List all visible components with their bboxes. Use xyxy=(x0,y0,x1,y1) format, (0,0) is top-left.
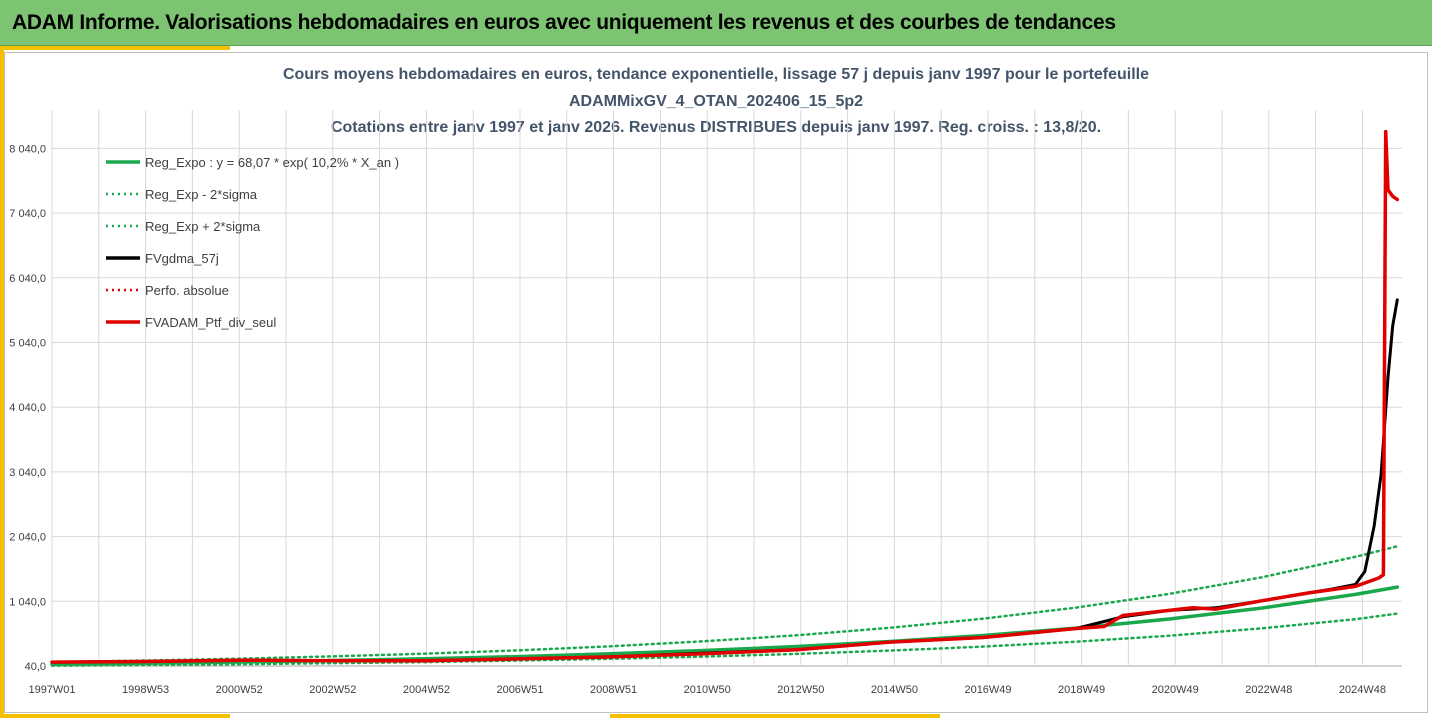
series-line-2 xyxy=(50,545,1399,664)
accent-bar-bottom-left xyxy=(0,714,230,718)
banner-title: ADAM Informe. Valorisations hebdomadaire… xyxy=(12,11,1116,34)
y-tick-label: 1 040,0 xyxy=(9,596,46,608)
x-tick-label: 2024W48 xyxy=(1339,684,1386,696)
y-tick-label: 7 040,0 xyxy=(9,208,46,220)
x-tick-label: 2016W49 xyxy=(964,684,1011,696)
x-tick-label: 2022W48 xyxy=(1245,684,1292,696)
x-tick-label: 2012W50 xyxy=(777,684,824,696)
y-tick-label: 2 040,0 xyxy=(9,532,46,544)
x-tick-label: 2010W50 xyxy=(684,684,731,696)
legend-label-4: Perfo. absolue xyxy=(145,283,229,298)
chart-frame xyxy=(4,52,1428,713)
legend-label-3: FVgdma_57j xyxy=(145,251,219,266)
legend-label-5: FVADAM_Ptf_div_seul xyxy=(145,315,276,330)
series-line-4 xyxy=(50,130,1399,664)
legend-label-0: Reg_Expo : y = 68,07 * exp( 10,2% * X_an… xyxy=(145,155,399,170)
chart-title-line-3: Cotations entre janv 1997 et janv 2026. … xyxy=(330,119,1102,136)
x-tick-label: 2004W52 xyxy=(403,684,450,696)
y-tick-label: 6 040,0 xyxy=(9,273,46,285)
series-line-5 xyxy=(50,129,1400,664)
accent-bar-left xyxy=(0,46,4,718)
x-tick-label: 2006W51 xyxy=(496,684,543,696)
y-tick-label: 4 040,0 xyxy=(9,402,46,414)
x-tick-label: 1998W53 xyxy=(122,684,169,696)
x-tick-label: 2000W52 xyxy=(216,684,263,696)
x-tick-label: 2008W51 xyxy=(590,684,637,696)
legend-label-1: Reg_Exp - 2*sigma xyxy=(145,187,258,202)
chart-title-line-2: ADAMMixGV_4_OTAN_202406_15_5p2 xyxy=(568,93,864,110)
accent-bar-bottom-mid xyxy=(610,714,940,718)
x-tick-label: 2002W52 xyxy=(309,684,356,696)
x-tick-label: 2020W49 xyxy=(1152,684,1199,696)
chart-title-line-1: Cours moyens hebdomadaires en euros, ten… xyxy=(282,66,1150,83)
legend-label-2: Reg_Exp + 2*sigma xyxy=(145,219,261,234)
series-line-1 xyxy=(50,612,1399,667)
x-tick-label: 2014W50 xyxy=(871,684,918,696)
banner: ADAM Informe. Valorisations hebdomadaire… xyxy=(0,0,1432,46)
y-tick-label: 5 040,0 xyxy=(9,338,46,350)
x-tick-label: 1997W01 xyxy=(28,684,75,696)
y-tick-label: 8 040,0 xyxy=(9,143,46,155)
y-tick-label: 40,0 xyxy=(25,661,46,673)
x-tick-label: 2018W49 xyxy=(1058,684,1105,696)
y-tick-label: 3 040,0 xyxy=(9,467,46,479)
accent-bar-top-left xyxy=(0,46,230,50)
